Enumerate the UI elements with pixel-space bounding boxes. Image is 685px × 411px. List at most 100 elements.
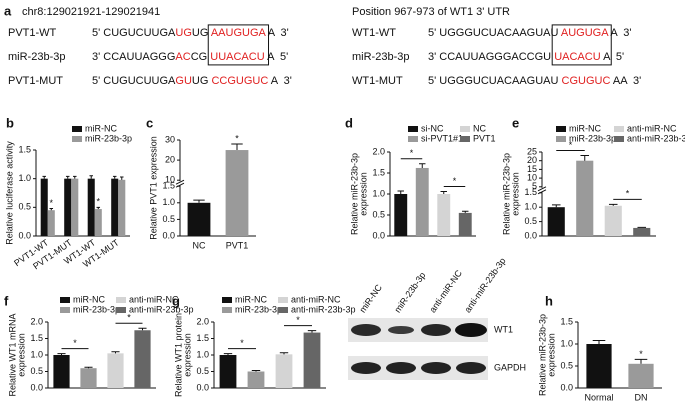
significance-star: *: [50, 198, 54, 208]
legend-label: miR-NC: [73, 294, 105, 304]
site-box: [207, 24, 270, 66]
y-axis-label: expression: [358, 172, 368, 216]
y-tick-label: 5: [532, 181, 537, 191]
legend-label: anti-miR-NC: [129, 294, 179, 304]
error-bar: [49, 207, 54, 211]
error-bar: [42, 175, 46, 179]
legend-swatch: [60, 297, 70, 303]
sequence-name: miR-23b-3p: [8, 51, 65, 63]
y-tick-label: 10: [527, 172, 537, 182]
sequence-part: 3' CCAUUAGGGACCGU: [428, 51, 554, 63]
legend-swatch: [72, 126, 82, 132]
legend-swatch: [278, 307, 288, 313]
x-tick-label: DN: [635, 392, 648, 402]
bar: [47, 210, 55, 236]
y-tick-label: 0.5: [196, 366, 209, 376]
sequence-header: Position 967-973 of WT1 3' UTR: [352, 6, 510, 18]
y-tick-label: 1.0: [524, 202, 537, 212]
sequence-part: CG: [191, 51, 211, 63]
bar: [53, 355, 70, 388]
error-bar: [419, 163, 426, 168]
error-bar: [96, 206, 101, 210]
bar: [225, 150, 249, 236]
significance-star: *: [639, 349, 643, 359]
bar: [394, 194, 408, 236]
y-tick-label: 0.5: [524, 216, 537, 226]
bar: [604, 205, 622, 236]
legend-swatch: [614, 126, 624, 132]
sequence-name: WT1-MUT: [352, 75, 403, 87]
sequence: 5' CUGUCUUGAGUUG CCGUGUC A 3': [92, 75, 292, 87]
error-bar: [73, 175, 77, 179]
error-bar: [592, 339, 606, 344]
legend-label: anti-miR-23b-3p: [627, 133, 685, 143]
y-tick-label: 1.5: [372, 167, 385, 177]
axis-break: [175, 179, 185, 185]
y-axis-label: Relative miR-23b-3p: [537, 314, 547, 396]
sequence-part: UUACACU: [210, 51, 264, 63]
bar: [107, 353, 124, 388]
bar: [586, 344, 612, 388]
error-bar: [440, 190, 447, 194]
bar: [437, 194, 451, 236]
panel-letter: d: [345, 115, 353, 130]
sequence-part: AAUGUGA: [211, 27, 267, 39]
axis-break: [537, 186, 547, 192]
lane-label: anti-miR-23b-3p: [462, 256, 507, 315]
sequence-name: PVT1-MUT: [8, 75, 63, 87]
y-tick-label: 0.0: [196, 382, 209, 392]
error-bar: [223, 353, 233, 355]
legend-label: anti-miR-NC: [627, 123, 677, 133]
error-bar: [634, 358, 648, 364]
bar: [40, 178, 48, 236]
axis-break: [537, 189, 547, 195]
bar: [87, 178, 95, 236]
significance-star: *: [73, 338, 77, 348]
blot-band: [388, 326, 414, 334]
y-axis-label: Relative miR-23b-3p: [501, 153, 511, 235]
y-tick-label: 0.5: [30, 366, 43, 376]
y-tick-label: 2.0: [196, 316, 209, 326]
sequence-part: GU: [175, 75, 192, 87]
error-bar: [307, 330, 317, 333]
error-bar: [279, 352, 289, 355]
blot-band: [386, 362, 416, 374]
y-tick-label: 2.0: [30, 316, 43, 326]
error-bar: [608, 203, 618, 206]
y-tick-label: 1.5: [30, 333, 43, 343]
sequence-header: chr8:129021921-129021941: [22, 6, 160, 18]
y-tick-label: 1.0: [196, 349, 209, 359]
x-tick-label: PVT1: [226, 240, 249, 250]
legend-swatch: [408, 126, 418, 132]
panel-letter: e: [512, 115, 519, 130]
legend-swatch: [278, 297, 288, 303]
sequence-part: 5' UGGGUCUACAAGUAU: [428, 75, 562, 87]
legend-label: anti-miR-23b-3p: [291, 304, 356, 314]
band-label: WT1: [494, 324, 513, 334]
error-bar: [112, 175, 117, 179]
legend-swatch: [460, 136, 470, 142]
error-bar: [193, 199, 205, 203]
lane-label: miR-NC: [357, 282, 384, 314]
y-tick-label: 0.0: [30, 382, 43, 392]
legend-swatch: [72, 136, 82, 142]
legend-label: anti-miR-23b-3p: [129, 304, 194, 314]
y-tick-label: 2.0: [372, 146, 385, 156]
significance-star: *: [453, 176, 457, 186]
sequence-part: UACACU: [554, 51, 601, 63]
sequence-name: miR-23b-3p: [352, 51, 409, 63]
band-label: GAPDH: [494, 362, 526, 372]
sequence-part: A 3': [265, 27, 289, 39]
legend-label: miR-NC: [569, 123, 601, 133]
error-bar: [65, 175, 70, 179]
y-axis-label: Relative WT1 mRNA: [7, 313, 17, 396]
sequence-part: A 5': [601, 51, 625, 63]
y-tick-label: 0.0: [560, 382, 573, 392]
legend-label: anti-miR-NC: [291, 294, 341, 304]
legend-swatch: [222, 307, 232, 313]
y-tick-label: 15: [527, 164, 537, 174]
bar: [547, 207, 565, 236]
y-tick-label: 0.5: [372, 209, 385, 219]
error-bar: [84, 366, 93, 369]
sequence-part: AC: [175, 51, 190, 63]
